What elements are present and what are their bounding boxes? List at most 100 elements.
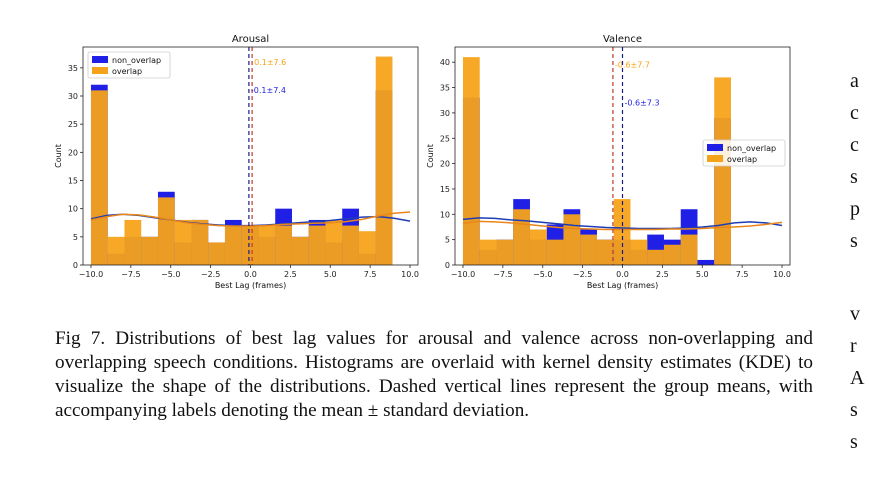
- x-tick-label: −10.0: [451, 270, 476, 279]
- y-tick-label: 30: [440, 109, 450, 118]
- kde-overlap: [90, 211, 411, 227]
- bar-overlap-14: [325, 219, 343, 265]
- y-axis-label: Count: [54, 144, 63, 168]
- side-fragment: c: [850, 134, 859, 156]
- side-fragment: A: [850, 367, 865, 389]
- y-axis-label: Count: [426, 144, 435, 168]
- side-fragment: p: [850, 198, 860, 220]
- bar-non_overlap-14: [697, 259, 715, 265]
- figure-caption: Fig 7. Distributions of best lag values …: [55, 328, 813, 421]
- y-tick-label: 40: [440, 58, 450, 67]
- chart-arousal: 0.1±7.6 -0.1±7.4 −10.0 −7.5 −5.0 −2.5 0.0 2.5 5.…: [54, 34, 419, 290]
- legend-box: [87, 51, 171, 79]
- x-tick-label: 7.5: [364, 270, 377, 279]
- bar-overlap-9: [241, 225, 259, 265]
- legend-label-overlap: overlap: [112, 67, 142, 76]
- x-axis-label: Best Lag (frames): [215, 281, 286, 290]
- legend-swatch-non_overlap: [92, 56, 108, 63]
- mean-label-non_overlap: -0.1±7.4: [251, 86, 286, 95]
- bar-overlap-8: [224, 225, 242, 265]
- bar-overlap-12: [291, 236, 309, 265]
- bar-overlap-6: [191, 219, 209, 265]
- bar-overlap-0: [90, 90, 108, 265]
- mean-label-non_overlap: -0.6±7.3: [625, 98, 660, 107]
- y-tick-label: 35: [68, 64, 78, 73]
- bar-overlap-5: [174, 219, 192, 265]
- y-tick-label: 5: [73, 233, 78, 242]
- chart-valence: -0.6±7.7 -0.6±7.3 −10.0 −7.5 −5.0 −2.5 0.0 2.5 5…: [426, 34, 791, 290]
- bar-overlap-10: [258, 225, 276, 265]
- bar-overlap-13: [680, 234, 698, 265]
- y-tick-label: 30: [68, 92, 78, 101]
- bar-overlap-4: [157, 197, 175, 265]
- legend-box: [702, 139, 786, 167]
- x-tick-label: −5.0: [161, 270, 180, 279]
- x-tick-label: 10.0: [401, 270, 419, 279]
- side-fragment: s: [850, 166, 858, 188]
- y-tick-label: 20: [440, 160, 450, 169]
- y-tick-label: 35: [440, 84, 450, 93]
- chart-title: Valence: [603, 34, 642, 45]
- bar-overlap-13: [308, 225, 326, 265]
- x-tick-label: −10.0: [79, 270, 104, 279]
- bar-overlap-3: [141, 236, 158, 265]
- kde-non_overlap: [462, 217, 783, 230]
- bar-overlap-3: [513, 209, 530, 265]
- bar-overlap-2: [124, 219, 142, 265]
- y-tick-label: 25: [68, 120, 78, 129]
- bar-overlap-12: [663, 244, 681, 265]
- x-tick-label: −2.5: [573, 270, 592, 279]
- x-tick-label: 2.5: [284, 270, 297, 279]
- bar-overlap-15: [342, 225, 359, 265]
- bar-overlap-16: [358, 231, 376, 265]
- side-fragment: c: [850, 102, 859, 124]
- x-tick-label: 2.5: [656, 270, 669, 279]
- chart-title: Arousal: [232, 34, 269, 45]
- x-tick-label: 7.5: [736, 270, 749, 279]
- bar-overlap-4: [529, 229, 547, 265]
- figure: 0.1±7.6 -0.1±7.4 −10.0 −7.5 −5.0 −2.5 0.0 2.5 5.…: [54, 34, 791, 290]
- bar-overlap-1: [107, 236, 125, 265]
- y-tick-label: 15: [440, 185, 450, 194]
- bar-overlap-7: [208, 242, 225, 265]
- bar-overlap-10: [630, 239, 648, 265]
- side-fragment: s: [850, 431, 858, 453]
- y-tick-label: 0: [445, 261, 450, 270]
- y-tick-label: 20: [68, 148, 78, 157]
- legend-label-non_overlap: non_overlap: [112, 56, 161, 65]
- y-tick-label: 15: [68, 177, 78, 186]
- x-tick-label: −5.0: [533, 270, 552, 279]
- legend-swatch-overlap: [92, 67, 108, 74]
- bar-overlap-1: [479, 239, 497, 265]
- series-overlap: [462, 57, 731, 266]
- side-fragment: s: [850, 230, 858, 252]
- side-fragment: v: [850, 303, 860, 325]
- legend-label-overlap: overlap: [727, 155, 757, 164]
- side-fragment: s: [850, 399, 858, 421]
- mean-label-overlap: -0.6±7.7: [615, 60, 650, 69]
- bar-overlap-8: [596, 239, 614, 265]
- x-axis-label: Best Lag (frames): [587, 281, 658, 290]
- bar-overlap-5: [546, 239, 564, 265]
- x-tick-label: 0.0: [616, 270, 629, 279]
- y-tick-label: 10: [68, 205, 78, 214]
- bar-overlap-11: [275, 225, 292, 265]
- y-tick-label: 10: [440, 210, 450, 219]
- x-tick-label: −7.5: [121, 270, 140, 279]
- legend-swatch-non_overlap: [707, 144, 723, 151]
- y-tick-label: 25: [440, 134, 450, 143]
- x-tick-label: −2.5: [201, 270, 220, 279]
- mean-label-overlap: 0.1±7.6: [254, 58, 286, 67]
- y-tick-label: 5: [445, 236, 450, 245]
- legend-swatch-overlap: [707, 155, 723, 162]
- bar-overlap-11: [647, 249, 664, 265]
- bar-overlap-17: [375, 56, 393, 265]
- side-fragment: a: [850, 70, 859, 92]
- x-tick-label: 5.0: [696, 270, 709, 279]
- legend-label-non_overlap: non_overlap: [727, 144, 776, 153]
- x-tick-label: 5.0: [324, 270, 337, 279]
- series-overlap: [90, 56, 393, 265]
